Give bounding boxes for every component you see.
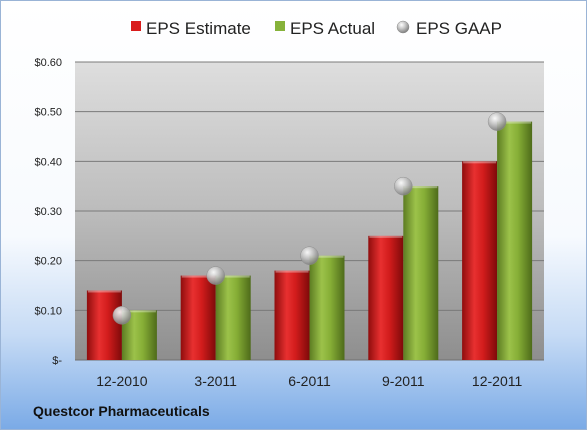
x-tick-label: 12-2010 [96,373,148,389]
bar-eps-actual-cap [216,275,250,278]
legend-swatch-eps-actual [275,21,285,31]
legend-label-eps-gaap: EPS GAAP [416,19,502,38]
bar-eps-actual [497,121,533,360]
bar-eps-actual-cap [404,186,438,189]
company-name: Questcor Pharmaceuticals [33,403,210,419]
bar-eps-actual [215,275,251,360]
bar-eps-actual-cap [498,121,532,124]
y-tick-label: $- [52,355,62,367]
legend-label-eps-actual: EPS Actual [290,19,375,38]
marker-eps-gaap [112,306,132,325]
bars [86,121,533,360]
bar-eps-estimate-cap [181,275,215,278]
x-tick-label: 6-2011 [288,373,331,389]
legend: EPS Estimate EPS Actual EPS GAAP [131,19,502,38]
y-tick-label: $0.10 [34,305,62,317]
bar-eps-estimate [86,290,122,360]
bar-eps-estimate-cap [369,235,403,238]
y-tick-label: $0.50 [34,107,62,119]
x-tick-label: 12-2011 [472,373,523,389]
marker-eps-gaap [487,112,507,131]
marker-eps-gaap [300,246,319,265]
gaap-markers [112,112,507,325]
marker-eps-gaap [206,266,225,285]
bar-eps-estimate [368,235,404,360]
bar-eps-actual-cap [122,310,156,313]
marker-eps-gaap [394,176,413,196]
x-axis-tick-labels: 12-2010 3-2011 6-2011 9-2011 12-2011 [96,373,522,389]
bar-eps-actual [309,255,345,360]
legend-marker-eps-gaap [396,20,410,34]
x-tick-label: 3-2011 [194,373,237,389]
bar-eps-estimate [462,161,498,360]
bar-eps-actual [403,186,439,360]
bar-eps-estimate-cap [463,161,497,164]
y-tick-label: $0.40 [34,156,62,168]
bar-eps-estimate-cap [87,290,121,293]
bar-eps-estimate [274,270,310,360]
y-axis-tick-labels: $- $0.10 $0.20 $0.30 $0.40 $0.50 $0.60 [34,57,62,367]
y-tick-label: $0.60 [34,57,62,69]
legend-label-eps-estimate: EPS Estimate [146,19,251,38]
bar-eps-estimate [180,275,216,360]
x-tick-label: 9-2011 [382,373,425,389]
bar-eps-estimate-cap [275,270,309,273]
y-tick-label: $0.30 [34,206,62,218]
legend-swatch-eps-estimate [131,21,141,31]
bar-eps-actual-cap [310,255,344,258]
y-tick-label: $0.20 [34,256,62,268]
